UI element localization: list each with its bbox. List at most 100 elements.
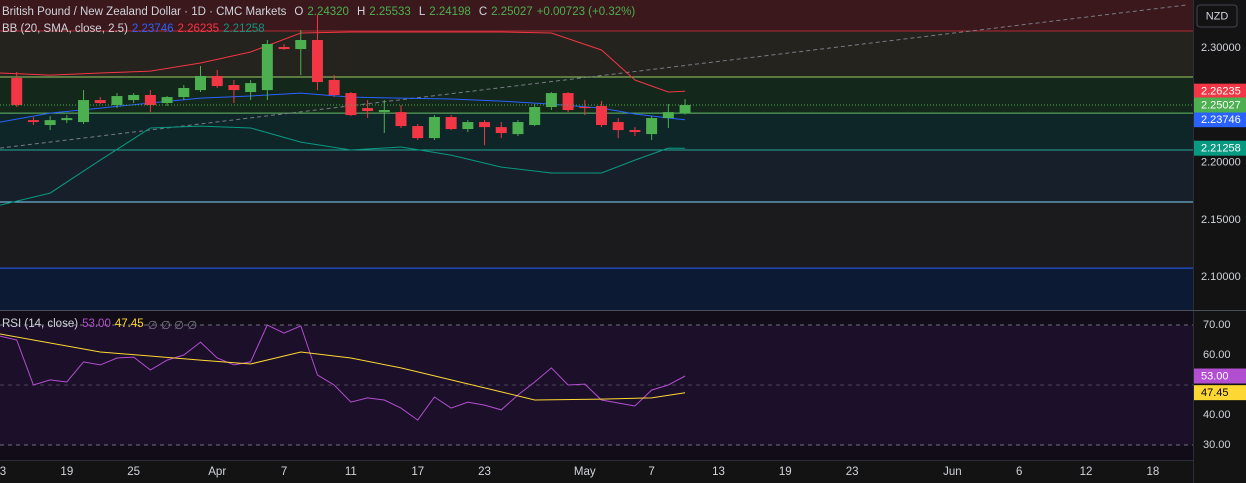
candle-body — [529, 107, 541, 126]
y-tick-label: 70.00 — [1203, 319, 1231, 331]
x-tick-label: May — [574, 466, 596, 478]
candle-body — [378, 110, 390, 113]
bb-line — [0, 125, 686, 206]
change: +0.00723 (+0.32%) — [536, 6, 636, 18]
rsi-value-label: 53.00 — [1201, 370, 1229, 382]
candle-body — [428, 117, 440, 139]
candle-body — [195, 75, 207, 91]
x-tick-label: 12 — [1080, 466, 1093, 478]
bb-line — [0, 92, 686, 123]
x-tick-label: 23 — [846, 466, 859, 478]
bb-value: 2.26235 — [177, 23, 220, 35]
bb-legend: BB (20, SMA, close, 2.5) 2.23746 2.26235 2… — [2, 23, 265, 35]
rsi-line — [0, 333, 686, 401]
ohlc-value: 2.24320 — [307, 6, 349, 18]
rsi-value-label-box — [1194, 368, 1246, 384]
symbol-legend: British Pound / New Zealand Dollar · 1D … — [2, 6, 635, 18]
bb-price-label-box — [1194, 140, 1246, 156]
x-tick-label: 19 — [60, 466, 73, 478]
x-tick-label: Jun — [943, 466, 962, 478]
last-price-label: 2.25027 — [1201, 99, 1241, 111]
bb-price-label: 2.21258 — [1201, 143, 1241, 155]
rsi-pane — [0, 311, 1193, 460]
candle-body — [211, 75, 223, 87]
currency-box — [1196, 4, 1238, 28]
candle-body — [462, 122, 474, 130]
bb-value: 2.23746 — [131, 23, 174, 35]
symbol-title: British Pound / New Zealand Dollar · 1D … — [2, 6, 287, 18]
candle-body — [278, 46, 290, 50]
y-tick-label: 60.00 — [1203, 349, 1231, 361]
y-tick-label: 2.15000 — [1201, 214, 1241, 226]
ohlc-value: 2.25533 — [369, 6, 411, 18]
candle-body — [11, 78, 23, 106]
bb-price-label: 2.26235 — [1201, 86, 1241, 98]
price-pane — [0, 0, 1193, 310]
x-tick-label: 7 — [648, 466, 654, 478]
candle-body — [646, 118, 658, 135]
candle-body — [662, 112, 674, 119]
x-tick-label: 17 — [411, 466, 424, 478]
candle-body — [479, 122, 491, 128]
candle-body — [445, 117, 457, 130]
ohlc-value: 2.24198 — [429, 6, 471, 18]
bb-line — [0, 31, 686, 93]
candle-body — [228, 85, 240, 91]
x-tick-label: Apr — [208, 466, 226, 478]
candle-body — [144, 95, 156, 106]
candle-body — [345, 93, 357, 116]
candle-body — [512, 122, 524, 135]
candle-body — [161, 97, 173, 104]
ohlc-key: O — [294, 6, 304, 18]
candle-body — [94, 100, 106, 104]
zone — [0, 202, 1193, 269]
y-tick-label: 2.20000 — [1201, 157, 1241, 169]
ohlc-key: L — [418, 6, 426, 18]
candle-body — [44, 120, 56, 126]
candle-body — [61, 118, 73, 121]
x-tick-label: 18 — [1147, 466, 1160, 478]
candle-body — [495, 127, 507, 134]
x-tick-label: 13 — [712, 466, 725, 478]
x-tick-label: 19 — [779, 466, 792, 478]
candle-body — [395, 112, 407, 127]
candle-body — [412, 126, 424, 139]
ohlc-key: H — [356, 6, 366, 18]
rsi-title: RSI (14, close) — [2, 318, 79, 330]
x-tick-label: 3 — [0, 466, 6, 478]
bb-price-label: 2.23746 — [1201, 114, 1241, 126]
x-tick-label: 7 — [281, 466, 287, 478]
candle-body — [362, 108, 374, 112]
x-tick-label: 23 — [478, 466, 491, 478]
bb-price-label-box — [1194, 112, 1246, 128]
candle-body — [311, 39, 323, 83]
candle-body — [579, 107, 591, 109]
x-tick-label: 25 — [127, 466, 140, 478]
rsi-legend-extras: ∅ ∅ ∅ ∅ — [147, 320, 198, 332]
candle-body — [562, 93, 574, 111]
candle-body — [612, 122, 624, 131]
zone — [0, 150, 1193, 203]
candle-body — [261, 44, 273, 91]
candle-body — [328, 79, 340, 96]
candle-body — [245, 83, 257, 93]
candle-body — [27, 120, 39, 123]
ohlc-value: 2.25027 — [491, 6, 533, 18]
rsi-value-label-box — [1194, 385, 1246, 401]
candle-body — [111, 96, 123, 106]
candle-body — [629, 130, 641, 133]
bb-value: 2.21258 — [223, 23, 265, 35]
candle-body — [128, 95, 140, 101]
zone — [0, 0, 1193, 32]
ohlc-key: C — [478, 6, 488, 18]
rsi-value-label: 47.45 — [1201, 387, 1229, 399]
candle-body — [679, 105, 691, 114]
trendline — [0, 4, 1187, 149]
bb-price-label-box — [1194, 83, 1246, 99]
last-price-label-box — [1194, 97, 1246, 113]
y-tick-label: 2.30000 — [1201, 42, 1241, 54]
candle-body — [295, 39, 307, 50]
